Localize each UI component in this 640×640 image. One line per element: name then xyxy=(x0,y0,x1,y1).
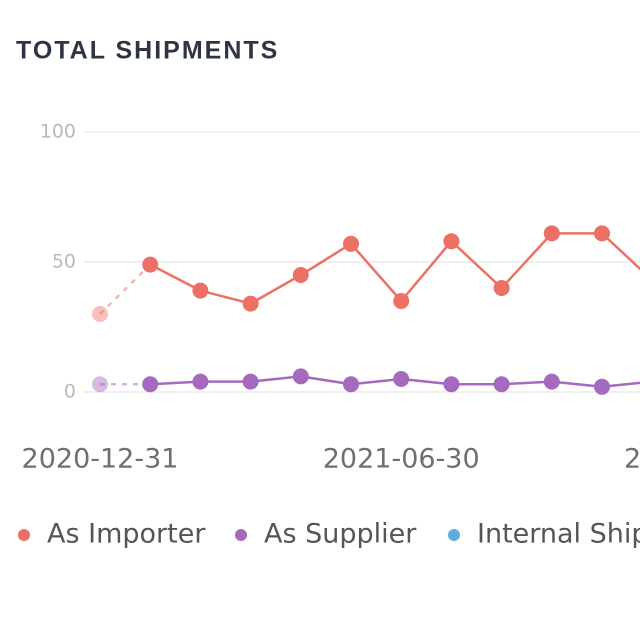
legend-label: Internal Shipments xyxy=(477,519,640,550)
y-tick-label: 50 xyxy=(52,251,76,273)
point xyxy=(192,373,209,390)
x-tick-label: 2020-12-31 xyxy=(22,444,179,475)
point xyxy=(493,376,510,393)
x-tick-label: 2021-06-30 xyxy=(323,444,480,475)
legend-label: As Importer xyxy=(47,519,206,550)
point xyxy=(142,376,159,393)
point xyxy=(594,378,610,395)
point xyxy=(192,282,209,299)
point xyxy=(543,225,560,242)
point xyxy=(594,225,610,242)
point xyxy=(92,376,108,393)
chart-title: TOTAL SHIPMENTS xyxy=(16,37,279,65)
legend-marker xyxy=(448,529,460,541)
point xyxy=(343,235,359,252)
point xyxy=(343,376,359,393)
point xyxy=(292,267,309,283)
point xyxy=(543,373,560,390)
point xyxy=(393,371,410,387)
point xyxy=(292,368,309,385)
point xyxy=(493,280,510,296)
line xyxy=(149,232,640,305)
point xyxy=(443,233,460,250)
y-tick-label: 0 xyxy=(64,381,76,403)
point xyxy=(92,306,108,322)
legend-label: As Supplier xyxy=(264,519,417,550)
legend-marker xyxy=(18,529,30,541)
line-segment-partial xyxy=(99,263,152,315)
legend-marker xyxy=(235,529,247,541)
point xyxy=(242,295,259,312)
x-tick-label: 2021-12-31 xyxy=(624,444,640,475)
point xyxy=(242,373,259,390)
point xyxy=(393,293,410,309)
point xyxy=(443,376,460,393)
point xyxy=(142,256,159,273)
y-tick-label: 100 xyxy=(40,121,76,143)
